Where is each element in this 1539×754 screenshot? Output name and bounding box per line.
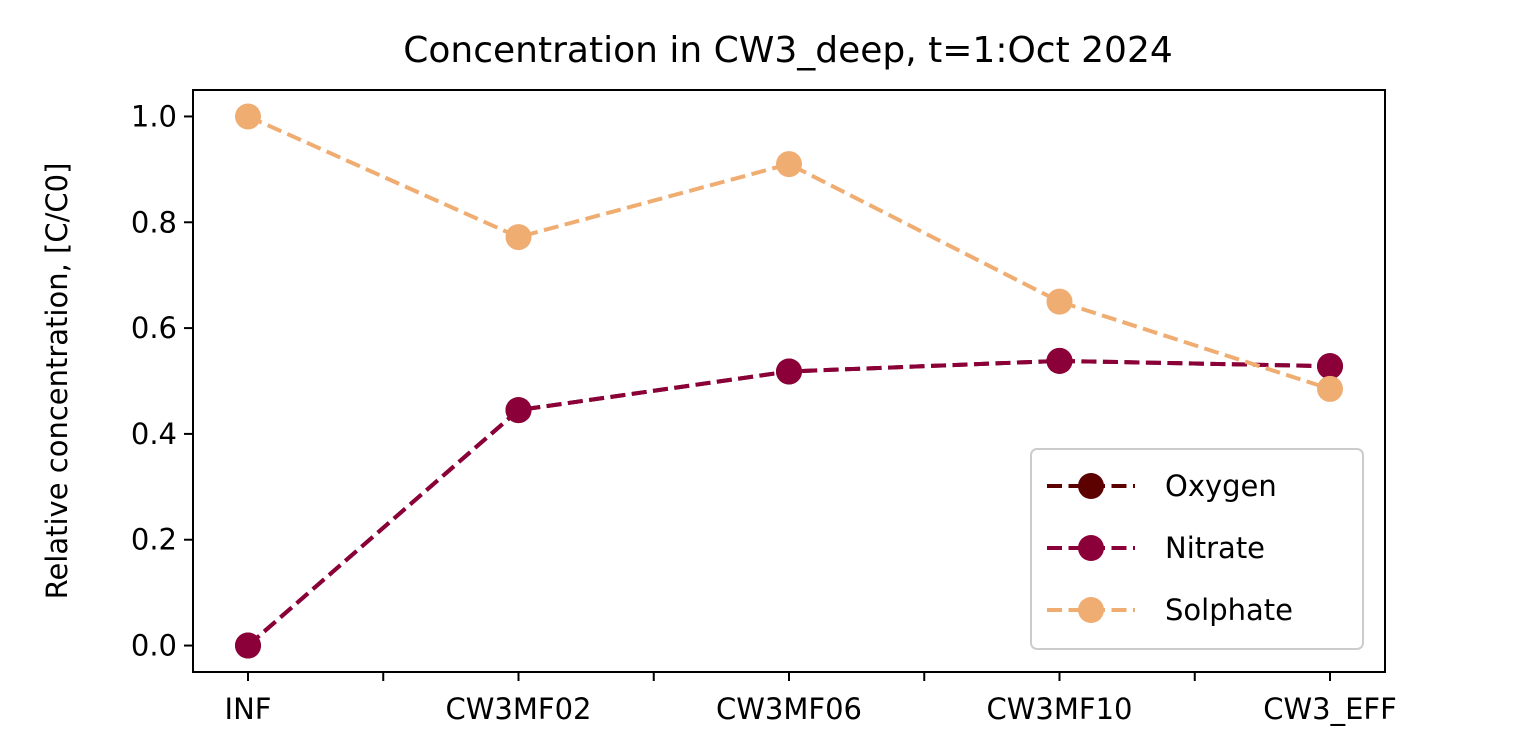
- data-point: [776, 151, 802, 178]
- data-point: [1046, 347, 1073, 374]
- legend-label: Nitrate: [1165, 531, 1265, 565]
- y-tick-label: 0.2: [131, 523, 177, 557]
- data-point: [1046, 288, 1073, 315]
- series-line: [247, 114, 1331, 391]
- plot-frame: [192, 89, 1386, 673]
- data-point: [505, 224, 532, 251]
- legend-item-nitrate: Nitrate: [1047, 531, 1265, 565]
- legend-label: Oxygen: [1165, 469, 1277, 503]
- plot-area: 0.0 0.2 0.4 0.6 0.8 1.0 INF CW3MF02 CW3MF06 CW3MF…: [131, 99, 1397, 726]
- y-tick-label: 0.0: [131, 629, 177, 663]
- data-point: [776, 358, 802, 385]
- legend-item-solphate: Solphate: [1047, 593, 1293, 627]
- data-point: [1317, 375, 1343, 402]
- x-tick-label: CW3MF10: [987, 692, 1133, 726]
- y-tick-label: 1.0: [131, 99, 177, 133]
- chart-title: Concentration in CW3_deep, t=1:Oct 2024: [403, 30, 1173, 71]
- legend-label: Solphate: [1165, 593, 1293, 627]
- y-tick-label: 0.6: [131, 311, 177, 345]
- x-tick-label: INF: [225, 692, 272, 726]
- series-solphate: [235, 103, 1343, 402]
- y-axis-label: Relative concentration, [C/C0]: [40, 163, 74, 600]
- y-tick-label: 0.4: [131, 417, 177, 451]
- legend: Oxygen Nitrate Solphate: [1030, 448, 1364, 650]
- legend-box: [1030, 448, 1364, 650]
- x-tick-label: CW3_EFF: [1263, 692, 1397, 726]
- legend-marker: [1078, 473, 1104, 499]
- data-point: [505, 397, 532, 424]
- data-point: [1317, 353, 1343, 380]
- data-point: [235, 103, 261, 130]
- legend-item-oxygen: Oxygen: [1047, 469, 1277, 503]
- x-tick-label: CW3MF02: [446, 692, 592, 726]
- x-tick-label: CW3MF06: [716, 692, 862, 726]
- series-nitrate: [235, 347, 1343, 659]
- legend-marker: [1078, 597, 1104, 623]
- y-tick-label: 0.8: [131, 205, 177, 239]
- data-point: [235, 632, 261, 659]
- legend-marker: [1078, 535, 1104, 561]
